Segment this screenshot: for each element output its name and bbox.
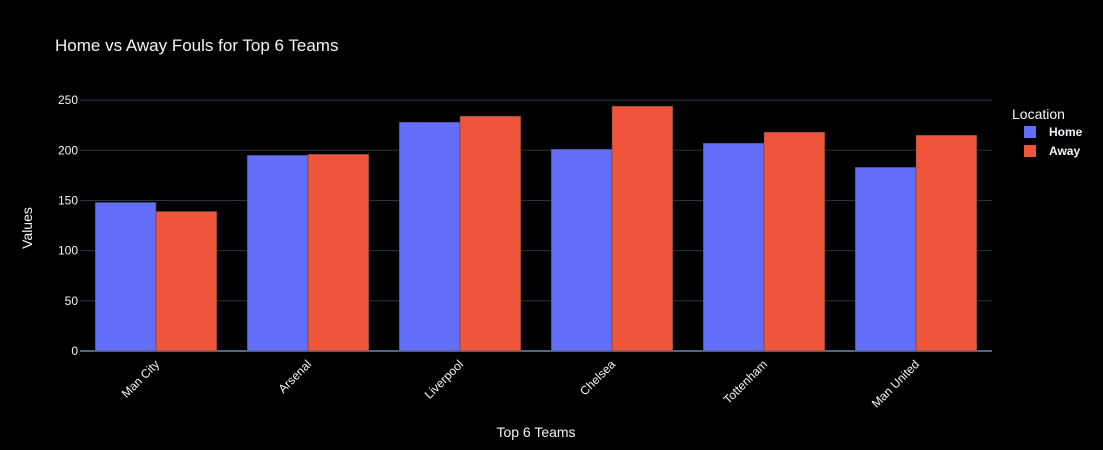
bar-away-man-united — [915, 134, 978, 352]
x-tick-label: Chelsea — [577, 357, 618, 398]
x-tick-label: Man City — [119, 357, 162, 400]
y-tick-label: 0 — [71, 344, 78, 358]
y-tick-label: 50 — [65, 294, 79, 308]
x-tick-label: Liverpool — [422, 357, 466, 401]
bar-home-tottenham — [702, 142, 765, 352]
y-tick-label: 250 — [58, 93, 78, 107]
bar-away-arsenal — [307, 154, 370, 352]
bar-home-liverpool — [398, 121, 461, 352]
y-tick-label: 200 — [58, 143, 78, 157]
legend-label-away[interactable]: Away — [1049, 144, 1080, 158]
y-axis-title: Values — [19, 207, 35, 249]
bar-home-arsenal — [246, 155, 309, 352]
gridlines — [80, 99, 992, 352]
legend-swatch-away[interactable] — [1024, 145, 1036, 157]
legend: Location Home Away — [1012, 106, 1083, 158]
x-tick-label: Man United — [869, 357, 922, 410]
legend-swatch-home[interactable] — [1024, 126, 1036, 138]
x-tick-label: Tottenham — [721, 357, 771, 407]
bar-away-chelsea — [611, 105, 674, 352]
x-axis-ticks: Man City Arsenal Liverpool Chelsea Tottenham… — [119, 357, 922, 411]
bar-home-man-united — [854, 167, 917, 352]
bar-home-chelsea — [550, 149, 613, 352]
bars — [94, 105, 978, 352]
bar-home-man-city — [94, 202, 157, 352]
bar-away-man-city — [155, 211, 218, 352]
legend-title: Location — [1012, 106, 1065, 122]
y-tick-label: 100 — [58, 244, 78, 258]
x-axis-title: Top 6 Teams — [496, 424, 575, 440]
legend-label-home[interactable]: Home — [1049, 125, 1083, 139]
bar-away-tottenham — [763, 131, 826, 352]
bar-away-liverpool — [459, 115, 522, 352]
y-axis-ticks: 0 50 100 150 200 250 — [58, 93, 78, 358]
chart-title: Home vs Away Fouls for Top 6 Teams — [55, 36, 338, 55]
y-tick-label: 150 — [58, 193, 78, 207]
x-tick-label: Arsenal — [275, 357, 314, 396]
